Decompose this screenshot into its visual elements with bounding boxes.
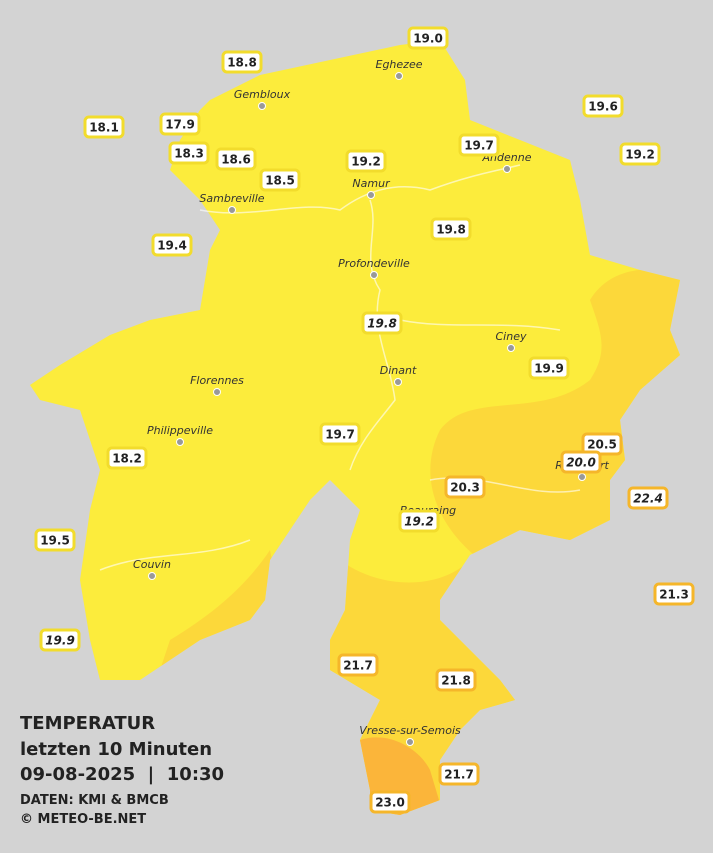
town-label: Sambreville — [199, 192, 264, 205]
reading-box — [215, 147, 257, 171]
reading-label: 20.5 — [587, 438, 617, 452]
town-label: Philippeville — [147, 424, 213, 437]
reading-box — [361, 311, 403, 335]
town-dot — [406, 738, 414, 746]
reading-label: 20.0 — [566, 456, 596, 470]
reading-label: 18.6 — [221, 153, 251, 167]
reading-box — [159, 112, 201, 136]
reading-label: 23.0 — [375, 796, 405, 810]
reading-label: 19.2 — [351, 155, 381, 169]
reading-label: 19.2 — [625, 148, 655, 162]
reading-box — [560, 450, 602, 474]
town-dot — [578, 473, 586, 481]
reading-box — [369, 790, 411, 814]
reading-label: 18.8 — [227, 56, 257, 70]
town-label: Eghezee — [376, 58, 423, 71]
reading-label: 19.7 — [464, 139, 494, 153]
town-dot — [367, 191, 375, 199]
reading-label: 19.0 — [413, 32, 443, 46]
reading-label: 19.2 — [404, 515, 434, 529]
reading-label: 19.5 — [40, 534, 70, 548]
town-label: Florennes — [190, 374, 244, 387]
reading-box — [627, 486, 669, 510]
reading-label: 19.9 — [534, 362, 564, 376]
reading-box — [528, 356, 570, 380]
town-label: Ciney — [496, 330, 527, 343]
reading-box — [435, 668, 477, 692]
reading-label: 18.3 — [174, 147, 204, 161]
reading-box — [39, 628, 81, 652]
reading-label: 19.4 — [157, 239, 187, 253]
town-dot — [395, 72, 403, 80]
reading-box — [619, 142, 661, 166]
town-label: Profondeville — [338, 257, 410, 270]
source: DATEN: KMI & BMCB — [20, 793, 169, 808]
reading-box — [653, 582, 695, 606]
reading-box — [582, 94, 624, 118]
datetime: 09-08-2025 | 10:30 — [20, 764, 224, 785]
reading-label: 19.6 — [588, 100, 618, 114]
reading-label: 17.9 — [165, 118, 195, 132]
reading-label: 20.3 — [450, 481, 480, 495]
reading-box — [438, 762, 480, 786]
town-dot — [503, 165, 511, 173]
title: TEMPERATUR — [20, 713, 155, 734]
reading-box — [34, 528, 76, 552]
reading-box — [259, 168, 301, 192]
town-dot — [507, 344, 515, 352]
town-label: Namur — [352, 177, 391, 190]
town-dot — [213, 388, 221, 396]
reading-label: 22.4 — [633, 492, 663, 506]
reading-box — [581, 432, 623, 456]
reading-label: 19.7 — [325, 428, 355, 442]
reading-label: 21.8 — [441, 674, 471, 688]
town-label: Gembloux — [234, 88, 291, 101]
town-dot — [394, 378, 402, 386]
reading-label: 21.7 — [343, 659, 373, 673]
town-label: Vresse-sur-Semois — [359, 724, 461, 737]
reading-box — [83, 115, 125, 139]
reading-box — [106, 446, 148, 470]
reading-label: 18.5 — [265, 174, 295, 188]
town-dot — [370, 271, 378, 279]
reading-box — [398, 509, 440, 533]
reading-label: 19.9 — [45, 634, 75, 648]
town-dot — [258, 102, 266, 110]
subtitle: letzten 10 Minuten — [20, 739, 212, 760]
town-label: Couvin — [133, 558, 171, 571]
town-dot — [148, 572, 156, 580]
reading-box — [444, 475, 486, 499]
reading-box — [151, 233, 193, 257]
reading-label: 19.8 — [436, 223, 466, 237]
reading-box — [221, 50, 263, 74]
copyright: © METEO-BE.NET — [20, 812, 146, 827]
town-dot — [228, 206, 236, 214]
reading-box — [168, 141, 210, 165]
reading-label: 21.3 — [659, 588, 689, 602]
reading-box — [319, 422, 361, 446]
town-label: Dinant — [380, 364, 417, 377]
reading-box — [337, 653, 379, 677]
reading-label: 18.1 — [89, 121, 119, 135]
reading-label: 21.7 — [444, 768, 474, 782]
reading-label: 18.2 — [112, 452, 142, 466]
reading-label: 19.8 — [367, 317, 397, 331]
reading-box — [345, 149, 387, 173]
reading-box — [407, 26, 449, 50]
town-dot — [176, 438, 184, 446]
reading-box — [458, 133, 500, 157]
reading-box — [430, 217, 472, 241]
